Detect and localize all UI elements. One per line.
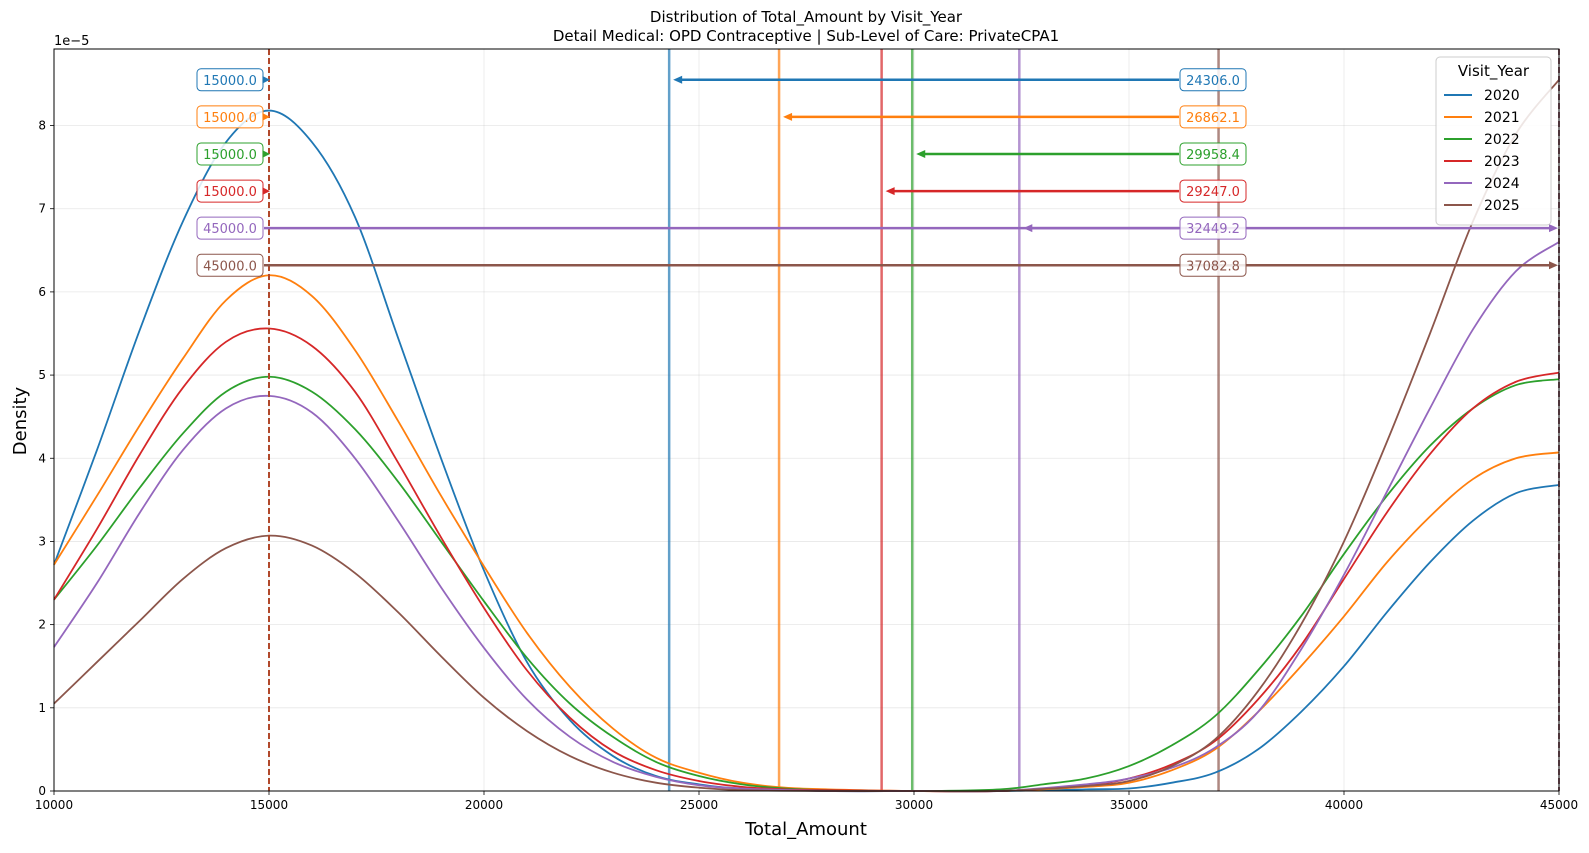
mean-label-2024: 32449.2 xyxy=(1186,222,1240,237)
mean-label-box-2021 xyxy=(1179,105,1247,129)
legend-title: Visit_Year xyxy=(1458,62,1530,81)
axis-ticks: 10000 15000 20000 25000 30000 35000 40000 45000… xyxy=(35,119,1578,812)
x-tick-label: 45000 xyxy=(1540,798,1578,812)
legend: Visit_Year 2020 2021 2022 2023 2024 2025 xyxy=(1435,56,1552,226)
mode-arrowhead-2022 xyxy=(262,149,270,158)
x-tick-label: 40000 xyxy=(1325,798,1363,812)
y-tick-label: 5 xyxy=(38,368,46,382)
mode-label-box-2022 xyxy=(196,142,264,166)
x-tick-label: 25000 xyxy=(680,798,718,812)
mode-arrowhead-2025 xyxy=(1549,261,1558,270)
y-tick-label: 1 xyxy=(38,701,46,715)
legend-label-2025: 2025 xyxy=(1484,198,1520,214)
mean-lines xyxy=(667,49,1220,791)
annotation-labels: 15000.0 24306.0 15000.0 26862.1 15000.0 29958… xyxy=(196,68,1247,277)
mode-arrowhead-2023 xyxy=(262,187,270,196)
legend-label-2024: 2024 xyxy=(1484,176,1520,192)
y-tick-label: 6 xyxy=(38,285,46,299)
y-tick-label: 3 xyxy=(38,534,46,548)
mean-arrowhead-2021 xyxy=(783,112,793,121)
mean-label-2021: 26862.1 xyxy=(1186,111,1240,126)
legend-label-2020: 2020 xyxy=(1484,88,1520,104)
mean-label-box-2024 xyxy=(1179,216,1247,240)
y-axis-label: Density xyxy=(10,386,31,455)
mode-label-box-2024 xyxy=(196,216,264,240)
legend-label-2021: 2021 xyxy=(1484,110,1520,126)
mode-label-2023: 15000.0 xyxy=(203,185,257,200)
x-tick-label: 10000 xyxy=(35,798,73,812)
legend-label-2022: 2022 xyxy=(1484,132,1520,148)
mean-arrowhead-2023 xyxy=(885,187,895,196)
x-tick-label: 35000 xyxy=(1110,798,1148,812)
y-tick-label: 0 xyxy=(38,784,46,798)
mean-label-box-2025 xyxy=(1179,253,1247,277)
mean-arrowhead-2020 xyxy=(673,75,683,84)
mode-label-box-2023 xyxy=(196,179,264,203)
y-scale-label: 1e−5 xyxy=(54,34,89,49)
plot-frame xyxy=(53,48,1560,792)
mode-label-2024: 45000.0 xyxy=(203,222,257,237)
mean-label-2023: 29247.0 xyxy=(1186,185,1240,200)
mode-label-2020: 15000.0 xyxy=(203,74,257,89)
x-tick-label: 15000 xyxy=(250,798,288,812)
mean-label-box-2022 xyxy=(1179,142,1247,166)
chart-title: Distribution of Total_Amount by Visit_Ye… xyxy=(650,8,963,27)
y-tick-label: 4 xyxy=(38,451,46,465)
legend-label-2023: 2023 xyxy=(1484,154,1520,170)
x-tick-label: 30000 xyxy=(895,798,933,812)
mean-label-box-2023 xyxy=(1179,179,1247,203)
x-axis-label: Total_Amount xyxy=(744,819,867,840)
density-curve-2024 xyxy=(53,241,1560,793)
mean-label-2025: 37082.8 xyxy=(1186,259,1240,274)
mode-label-box-2025 xyxy=(196,253,264,277)
mean-label-box-2020 xyxy=(1179,68,1247,92)
mode-label-2021: 15000.0 xyxy=(203,111,257,126)
mode-label-box-2020 xyxy=(196,68,264,92)
y-tick-label: 8 xyxy=(38,119,46,133)
mean-label-2020: 24306.0 xyxy=(1186,74,1240,89)
x-tick-label: 20000 xyxy=(465,798,503,812)
mode-arrowhead-2021 xyxy=(262,112,270,121)
mean-label-2022: 29958.4 xyxy=(1186,148,1240,163)
mode-label-2022: 15000.0 xyxy=(203,148,257,163)
y-tick-label: 7 xyxy=(38,202,46,216)
mode-label-box-2021 xyxy=(196,105,264,129)
chart-subtitle: Detail Medical: OPD Contraceptive | Sub-… xyxy=(553,27,1059,45)
mode-arrowhead-2020 xyxy=(262,75,270,84)
y-tick-label: 2 xyxy=(38,618,46,632)
mode-label-2025: 45000.0 xyxy=(203,259,257,274)
mean-arrowhead-2022 xyxy=(916,149,926,158)
mode-arrowhead-2024 xyxy=(1549,224,1558,233)
